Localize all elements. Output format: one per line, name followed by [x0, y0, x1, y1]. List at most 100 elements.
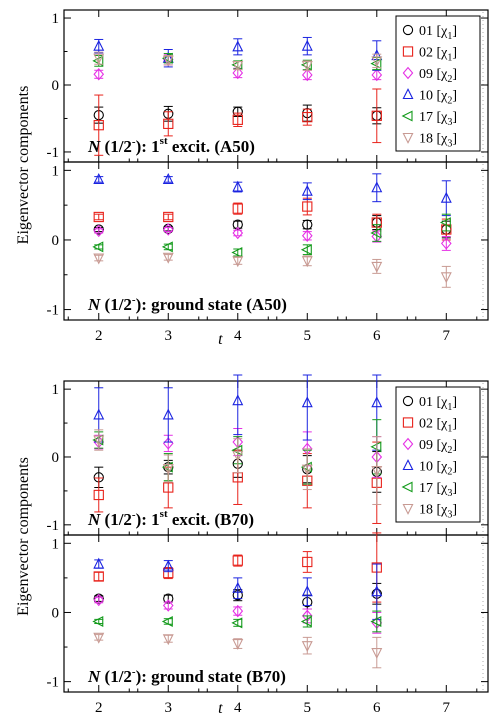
y-axis-label: Eigenvector components	[15, 86, 32, 245]
legend-label: 09 [χ2]	[419, 67, 457, 85]
legend-label: 10 [χ2]	[419, 89, 457, 107]
data-point	[93, 435, 105, 447]
y-tick-label: 1	[52, 382, 60, 398]
series-18	[93, 632, 383, 669]
legend-item-17: 17 [χ3]	[401, 481, 457, 499]
x-tick-label: 3	[165, 700, 173, 716]
legend-item-18: 18 [χ3]	[402, 132, 457, 150]
data-point	[162, 252, 174, 264]
data-point	[302, 219, 313, 230]
data-point	[162, 223, 174, 236]
data-point	[440, 191, 452, 203]
legend-marker	[401, 481, 413, 493]
data-point	[232, 114, 243, 125]
y-tick-label: 0	[52, 450, 60, 466]
data-point	[301, 184, 313, 196]
data-point	[162, 55, 174, 67]
legend-label: 01 [χ1]	[419, 395, 457, 413]
legend-label: 17 [χ3]	[419, 481, 457, 499]
x-tick-label: 5	[304, 328, 312, 344]
data-point	[162, 172, 174, 184]
data-point	[301, 68, 313, 82]
panel-title: N (1/2-): ground state (B70)	[87, 666, 286, 686]
legend: 01 [χ1] 02 [χ1] 09 [χ2] 10 [χ2] 17 [χ3] 18 [χ…	[395, 15, 481, 152]
data-point	[232, 61, 244, 73]
data-point	[232, 555, 243, 566]
series-18	[93, 429, 383, 505]
data-point	[92, 615, 104, 627]
legend-marker	[402, 24, 414, 36]
legend-marker	[402, 66, 414, 80]
data-point	[93, 53, 105, 65]
data-point	[440, 272, 452, 284]
data-point	[231, 617, 243, 629]
data-point	[439, 217, 451, 229]
legend-marker	[402, 417, 414, 428]
data-point	[231, 59, 243, 71]
legend-marker	[401, 110, 413, 122]
data-point	[371, 181, 383, 193]
legend-label: 18 [χ3]	[419, 503, 457, 521]
data-point	[93, 489, 104, 501]
data-point	[371, 466, 383, 477]
data-point	[232, 219, 243, 230]
legend-label: 17 [χ3]	[419, 110, 457, 128]
legend-marker	[402, 503, 414, 515]
data-point	[93, 408, 105, 420]
legend-label: 10 [χ2]	[419, 460, 457, 478]
x-tick-label: 2	[95, 328, 103, 344]
x-tick-label: 5	[304, 700, 312, 716]
y-tick-label: 1	[52, 163, 60, 179]
data-point	[232, 226, 244, 240]
legend-box	[395, 386, 481, 523]
data-point	[93, 571, 104, 582]
legend-label: 02 [χ1]	[419, 417, 457, 435]
data-point	[93, 211, 104, 223]
data-point	[232, 203, 243, 214]
data-point	[370, 441, 382, 453]
data-point	[232, 40, 244, 52]
legend-box	[395, 15, 481, 152]
panel-B70-bottom: -1 0 1 N (1/2-): ground state (B70)	[47, 532, 489, 693]
data-point	[232, 604, 244, 618]
data-point	[92, 434, 104, 446]
data-point	[93, 557, 105, 569]
panel-A50-bottom: -1 0 1 N (1/2-): ground state (A50)	[47, 161, 489, 321]
panel-title: N (1/2-): 1st excit. (A50)	[87, 135, 255, 156]
x-axis-label: t	[218, 700, 223, 717]
data-point	[232, 256, 244, 268]
legend-item-02: 02 [χ1]	[402, 46, 457, 64]
x-tick-label: 4	[234, 700, 242, 716]
data-point	[300, 615, 312, 627]
data-point	[301, 641, 313, 653]
data-point	[161, 615, 173, 627]
y-tick-label: 1	[52, 11, 60, 27]
data-point	[440, 237, 452, 250]
x-axis-label: t	[218, 331, 223, 348]
panel-A50-top: -1 0 1 N (1/2-): 1st excit. (A50)	[47, 9, 489, 163]
data-point	[301, 585, 313, 597]
data-point	[163, 482, 174, 493]
data-point	[302, 556, 313, 568]
y-tick-label: 0	[52, 233, 60, 249]
series-18	[93, 51, 383, 73]
legend-item-17: 17 [χ3]	[401, 110, 457, 128]
y-tick-label: 1	[52, 536, 60, 552]
y-tick-label: -1	[47, 145, 60, 161]
data-point	[163, 211, 174, 223]
x-tick-label: 7	[443, 328, 451, 344]
series-17	[92, 610, 382, 633]
series-17	[92, 213, 451, 258]
data-point	[371, 261, 383, 273]
x-tick-label: 3	[165, 328, 173, 344]
data-point	[93, 224, 105, 238]
data-point	[232, 451, 244, 463]
data-point	[232, 639, 244, 651]
legend-item-01: 01 [χ1]	[402, 395, 457, 413]
data-point	[162, 599, 174, 612]
series-01	[93, 215, 452, 239]
legend-marker	[402, 88, 414, 100]
legend-label: 01 [χ1]	[419, 24, 457, 42]
figure-B70: -1 0 1 N (1/2-): 1st excit. (B70) -1 0 1 N (1/2…	[15, 374, 489, 717]
figure-A50: -1 0 1 N (1/2-): 1st excit. (A50) -1 0 1 N (1/2…	[15, 9, 489, 348]
